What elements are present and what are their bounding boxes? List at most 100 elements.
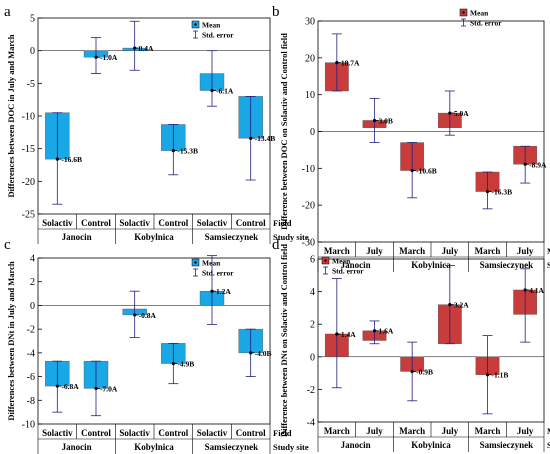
legend-label-error: Std. error [202, 31, 234, 40]
y-tick-label: 0 [310, 352, 315, 363]
data-label: 0.4A [139, 44, 154, 53]
y-axis-label: Difference between DOC on Solactiv and C… [279, 33, 289, 230]
data-label: 1.4A [341, 330, 356, 339]
legend-label-mean: Mean [332, 257, 351, 266]
y-tick-label: 0 [30, 301, 35, 312]
group-axis-label: Study site [273, 442, 309, 452]
x-tick-label: Control [236, 428, 266, 438]
group-label: Kobylnica [411, 260, 451, 270]
data-label: -7.0A [100, 384, 118, 393]
group-label: Samsieczynek [480, 440, 534, 450]
data-label: 5.0A [454, 109, 469, 118]
x-tick-label: March [475, 246, 501, 256]
y-tick-label: 20 [305, 53, 315, 64]
y-tick-label: -10 [22, 420, 35, 431]
legend-mean-dot [194, 261, 197, 264]
panel-d: d -4 -2 0 2 4 6 Difference between DNt on Solac… [272, 237, 550, 452]
x-tick-label: Solactiv [119, 428, 150, 438]
data-label: -16.3B [492, 188, 513, 197]
group-label: Janocin [341, 260, 371, 270]
data-label: -13.4B [255, 134, 276, 143]
mean-marker [171, 149, 175, 153]
data-label: -6.8A [61, 382, 79, 391]
x-tick-label: March [324, 246, 350, 256]
x-tick-label: Solactiv [42, 218, 73, 228]
y-tick-label: 2 [310, 320, 315, 331]
panel-letter: d [272, 237, 280, 253]
plot-frame [37, 17, 271, 215]
group-label: Kobylnica [134, 442, 174, 452]
y-tick-label: -2 [307, 385, 315, 396]
panel-letter: a [4, 4, 11, 20]
x-tick-label: March [399, 426, 425, 436]
x-tick-label: Control [81, 428, 111, 438]
x-tick-label: March [324, 426, 350, 436]
x-tick-label: July [517, 246, 534, 256]
data-label: 3.0B [379, 116, 393, 125]
y-axis-label: Difference between DNt on Solactiv and C… [279, 244, 289, 437]
panel-a: a -25 -20 -15 -10 -5 0 5 Differences between DOC… [4, 4, 309, 244]
y-tick-label: -30 [302, 238, 315, 249]
y-tick-label: -10 [302, 164, 315, 175]
x-tick-label: Control [158, 218, 188, 228]
mean-marker [133, 313, 137, 317]
group-label: Kobylnica [134, 232, 174, 242]
data-label: -6.1A [216, 87, 234, 96]
x-tick-label: March [399, 246, 425, 256]
mean-marker [523, 288, 527, 292]
y-tick-label: 0 [30, 46, 35, 57]
category-axis-label: Field [273, 428, 292, 438]
y-tick-label: -10 [22, 112, 35, 123]
x-tick-label: July [442, 426, 459, 436]
legend-mean-dot [194, 23, 197, 26]
y-tick-label: -4 [307, 418, 315, 429]
legend-label-error: Std. error [470, 19, 502, 28]
data-label: -4.9B [177, 360, 194, 369]
y-tick-label: 10 [305, 90, 315, 101]
y-tick-label: -5 [27, 79, 35, 90]
mean-marker [249, 351, 253, 355]
data-label: -1.1B [492, 371, 509, 380]
y-axis-label: Differences between DOC in July and Marc… [6, 34, 16, 197]
x-tick-label: July [517, 426, 534, 436]
mean-marker [249, 136, 253, 140]
y-tick-label: -25 [22, 210, 35, 221]
legend-label-mean: Mean [470, 9, 489, 18]
mean-marker [171, 361, 175, 366]
data-label: 1.6A [379, 327, 394, 336]
panel-b: b -30 -20 -10 0 10 20 30 Difference between DOC … [272, 4, 550, 272]
y-tick-label: -2 [27, 325, 35, 336]
legend-label-error: Std. error [332, 267, 364, 276]
x-tick-label: Control [81, 218, 111, 228]
x-tick-label: Solactiv [197, 218, 228, 228]
x-tick-label: Control [236, 218, 266, 228]
group-label: Samsieczynek [205, 442, 259, 452]
data-label: -8.9A [529, 160, 547, 169]
y-axis-label: Differences between DNt in July and Marc… [6, 261, 16, 421]
y-tick-label: -4 [27, 348, 35, 359]
plot-frame [37, 257, 271, 425]
group-label: Kobylnica [411, 440, 451, 450]
plot-frame [317, 258, 545, 423]
legend-label-mean: Mean [202, 21, 221, 30]
x-tick-label: July [366, 426, 383, 436]
data-label: -15.3B [177, 147, 198, 156]
data-label: 18.7A [341, 59, 360, 68]
group-axis-label: Study site [547, 440, 550, 450]
x-tick-label: Solactiv [119, 218, 150, 228]
x-tick-label: July [442, 246, 459, 256]
group-label: Samsieczynek [480, 260, 534, 270]
panel-c: c -10 -8 -6 -4 -2 0 2 4 Differences between DNt i… [4, 237, 309, 454]
y-tick-label: 4 [30, 254, 35, 265]
category-axis-label: Field [273, 218, 292, 228]
legend-label-error: Std. error [202, 269, 234, 278]
x-tick-label: Solactiv [197, 428, 228, 438]
panel-letter: c [4, 237, 11, 253]
y-tick-label: 2 [30, 277, 35, 288]
legend-mean-dot [324, 259, 327, 262]
